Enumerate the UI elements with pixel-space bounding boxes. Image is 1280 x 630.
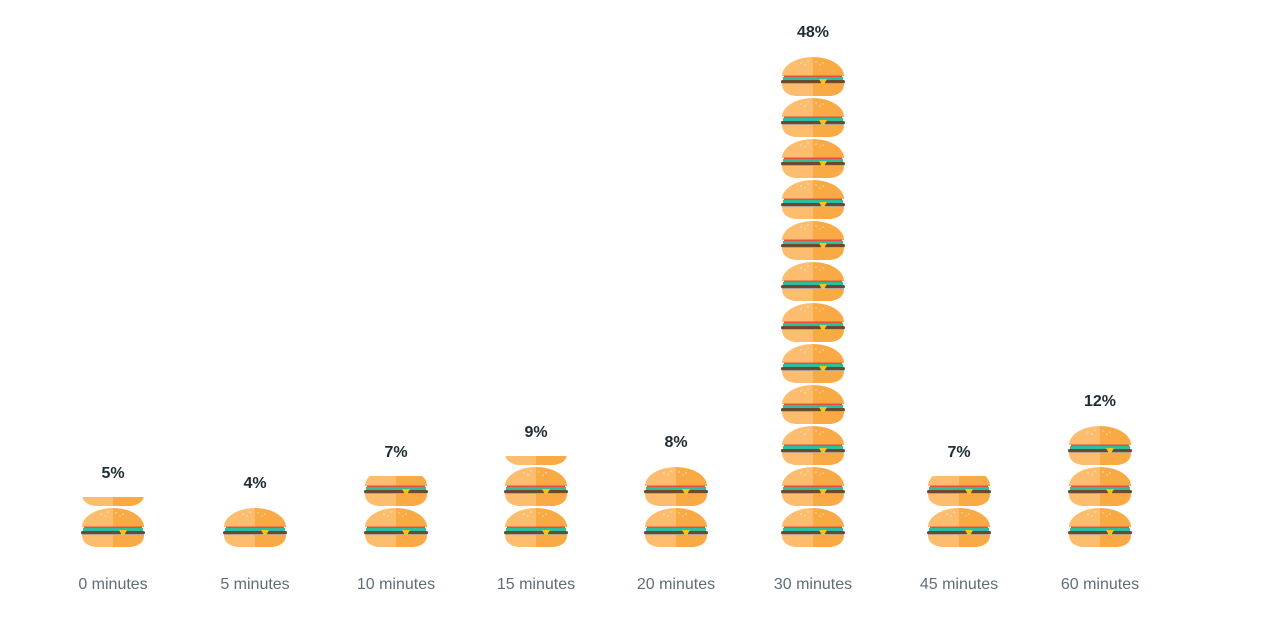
burger-icon	[781, 138, 845, 179]
x-tick-label: 60 minutes	[1060, 576, 1140, 593]
data-label: 7%	[947, 444, 971, 462]
burger-icon	[927, 476, 991, 507]
data-label: 8%	[664, 434, 688, 451]
burger-icon	[1068, 425, 1132, 466]
burger-icon	[504, 507, 568, 548]
x-tick-label: 5 minutes	[220, 576, 290, 593]
data-label: 5%	[101, 464, 125, 482]
chart-column: 9%	[466, 424, 606, 548]
x-tick-label: 45 minutes	[919, 576, 999, 593]
burger-icon	[781, 261, 845, 302]
data-label: 9%	[524, 423, 548, 441]
burger-icon	[1068, 507, 1132, 548]
burger-icon	[1068, 466, 1132, 507]
burger-icon	[644, 466, 708, 507]
burger-icon	[504, 455, 568, 466]
chart-column: 12%	[1030, 393, 1170, 548]
burger-icon	[781, 466, 845, 507]
burger-icon	[781, 220, 845, 261]
burger-icon	[364, 507, 428, 548]
burger-icon	[781, 507, 845, 548]
burger-icon	[781, 343, 845, 384]
burger-icon	[364, 476, 428, 507]
x-tick-label: 30 minutes	[773, 576, 853, 593]
chart-column: 48%	[743, 24, 883, 548]
x-tick-label: 15 minutes	[496, 576, 576, 593]
data-label: 4%	[243, 475, 267, 492]
x-tick-label: 10 minutes	[356, 576, 436, 593]
data-label: 12%	[1083, 393, 1117, 410]
burger-icon	[504, 466, 568, 507]
data-label: 7%	[384, 444, 408, 462]
data-label: 48%	[796, 24, 830, 41]
burger-icon	[81, 507, 145, 548]
x-tick-label: 0 minutes	[78, 576, 148, 593]
chart-column: 8%	[606, 434, 746, 548]
chart-column: 7%	[889, 444, 1029, 548]
x-tick-label: 20 minutes	[636, 576, 716, 593]
burger-icon	[223, 507, 287, 548]
chart-column: 5%	[43, 465, 183, 548]
burger-icon	[81, 496, 145, 507]
burger-icon	[781, 97, 845, 138]
chart-column: 7%	[326, 444, 466, 548]
burger-icon	[781, 56, 845, 97]
burger-icon	[781, 384, 845, 425]
burger-icon	[644, 507, 708, 548]
chart-column: 4%	[185, 475, 325, 548]
burger-icon	[781, 302, 845, 343]
burger-icon	[781, 179, 845, 220]
burger-icon	[927, 507, 991, 548]
burger-icon	[781, 425, 845, 466]
